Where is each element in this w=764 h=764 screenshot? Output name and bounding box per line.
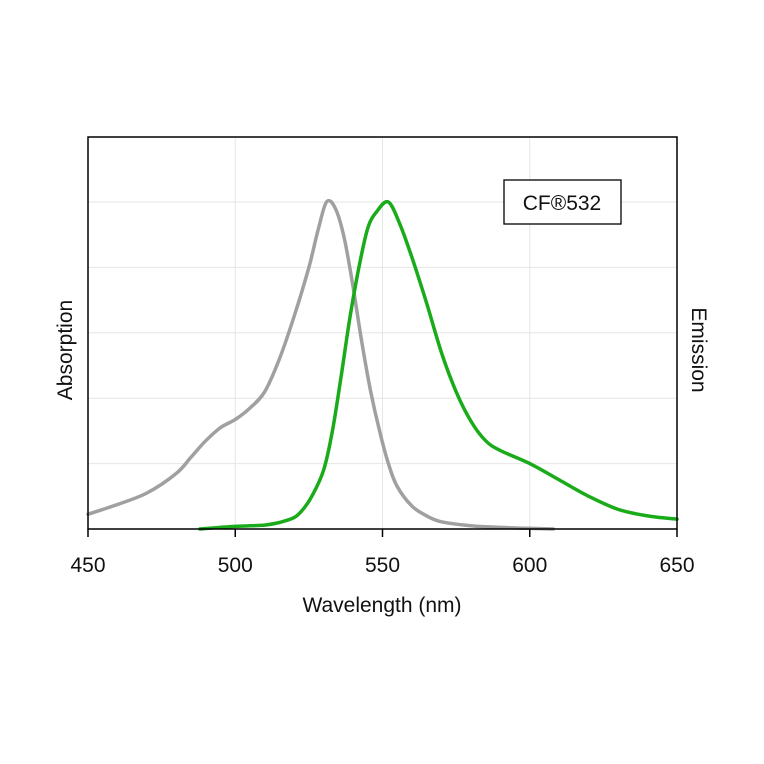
legend-frame	[503, 179, 622, 225]
x-tick-label: 650	[659, 554, 694, 577]
absorption-series-line	[86, 198, 556, 531]
x-ticks: 450 500 550 600 650	[70, 529, 695, 577]
x-tick-label: 550	[365, 554, 400, 577]
legend-box: CF®532	[503, 179, 622, 225]
emission-series-line	[198, 199, 679, 531]
y-axis-label-left: Absorption	[54, 300, 77, 400]
x-tick-label: 600	[512, 554, 547, 577]
x-axis-label: Wavelength (nm)	[302, 594, 461, 617]
legend-label: CF®532	[523, 192, 602, 215]
x-tick-label: 450	[70, 554, 105, 577]
x-tick-label: 500	[218, 554, 253, 577]
y-axis-label-right: Emission	[687, 307, 710, 392]
series-layer	[86, 198, 679, 531]
